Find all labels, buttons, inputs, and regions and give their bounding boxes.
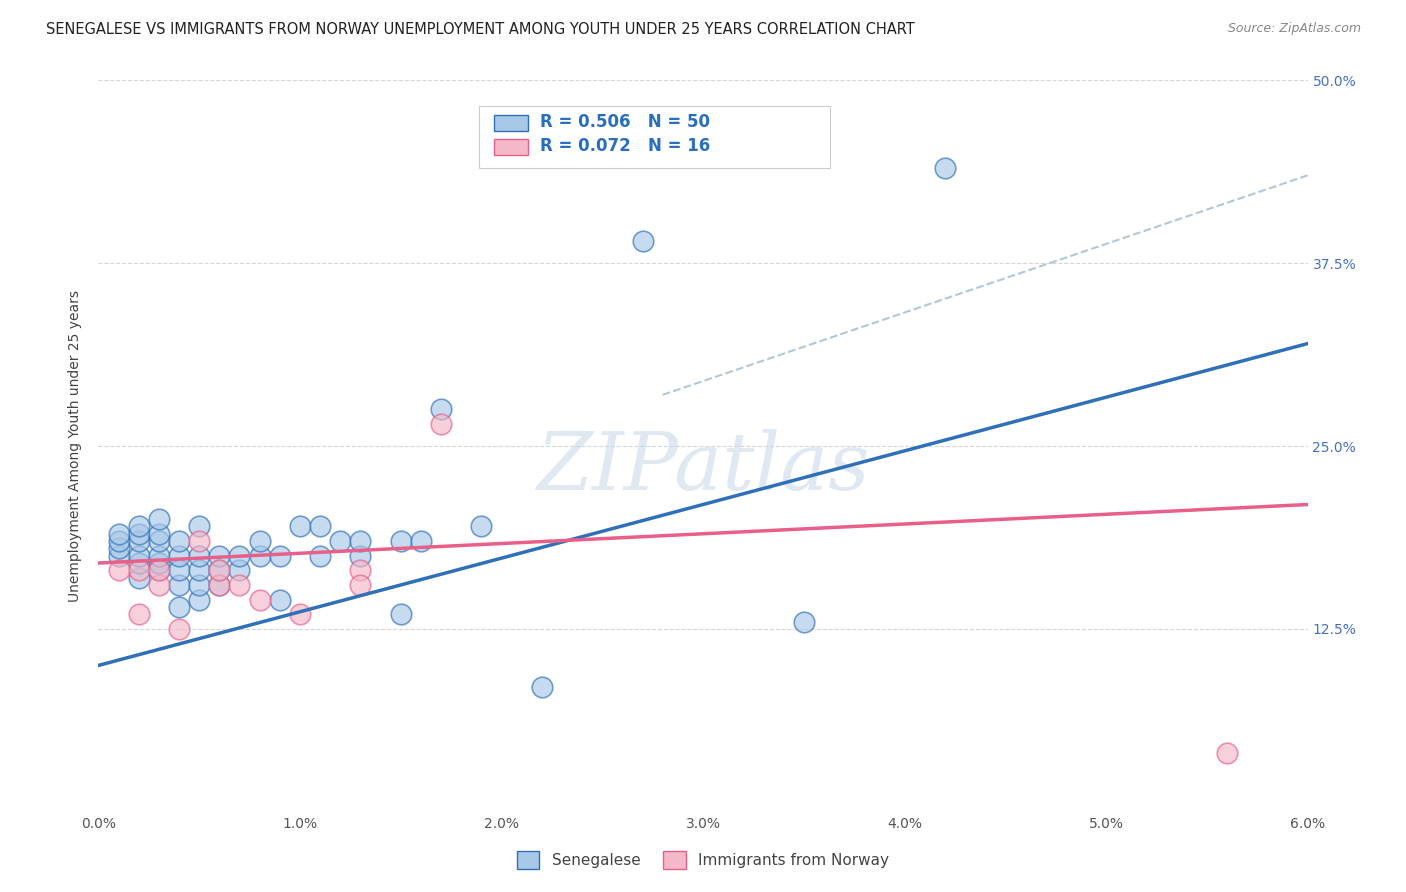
Point (470, 519, 492, 533)
Point (329, 534, 352, 549)
Point (188, 578, 211, 592)
Point (269, 549, 291, 563)
Point (107, 563, 129, 577)
Point (128, 526, 150, 541)
Point (249, 549, 271, 563)
Point (128, 519, 150, 533)
Text: Source: ZipAtlas.com: Source: ZipAtlas.com (1227, 22, 1361, 36)
Point (148, 526, 170, 541)
Point (128, 607, 150, 622)
Point (228, 549, 250, 563)
Point (148, 556, 170, 570)
Y-axis label: Unemployment Among Youth under 25 years: Unemployment Among Youth under 25 years (69, 290, 83, 602)
Point (167, 563, 190, 577)
Point (148, 512, 170, 526)
Point (228, 578, 250, 592)
Point (208, 563, 231, 577)
Point (430, 402, 453, 417)
Point (349, 549, 371, 563)
Point (107, 534, 129, 549)
Point (148, 563, 170, 577)
Point (107, 549, 129, 563)
Text: R = 0.506   N = 50: R = 0.506 N = 50 (540, 113, 710, 131)
Point (269, 592, 291, 607)
Point (167, 599, 190, 614)
Point (128, 571, 150, 585)
Point (249, 534, 271, 549)
Point (349, 578, 371, 592)
Point (409, 534, 432, 549)
Point (530, 681, 553, 695)
Point (208, 578, 231, 592)
Point (148, 563, 170, 577)
Point (389, 534, 412, 549)
Point (430, 417, 453, 431)
Point (167, 578, 190, 592)
Point (128, 549, 150, 563)
Point (128, 563, 150, 577)
FancyBboxPatch shape (494, 139, 527, 155)
Point (188, 549, 211, 563)
Point (188, 592, 211, 607)
Point (188, 519, 211, 533)
Point (309, 519, 332, 533)
Point (349, 563, 371, 577)
Text: R = 0.072   N = 16: R = 0.072 N = 16 (540, 137, 710, 155)
Text: ZIPatlas: ZIPatlas (536, 429, 870, 507)
Point (167, 622, 190, 636)
Point (148, 549, 170, 563)
Point (128, 534, 150, 549)
Point (249, 592, 271, 607)
Point (208, 578, 231, 592)
Point (1216, 746, 1239, 760)
Point (934, 161, 956, 175)
Point (389, 607, 412, 622)
Point (188, 563, 211, 577)
Point (107, 526, 129, 541)
Point (128, 556, 150, 570)
Point (107, 541, 129, 556)
FancyBboxPatch shape (494, 115, 527, 131)
Point (208, 549, 231, 563)
Point (167, 534, 190, 549)
Legend: Senegalese, Immigrants from Norway: Senegalese, Immigrants from Norway (510, 845, 896, 875)
Point (309, 549, 332, 563)
Text: SENEGALESE VS IMMIGRANTS FROM NORWAY UNEMPLOYMENT AMONG YOUTH UNDER 25 YEARS COR: SENEGALESE VS IMMIGRANTS FROM NORWAY UNE… (46, 22, 915, 37)
Point (167, 549, 190, 563)
Point (148, 534, 170, 549)
Point (288, 607, 311, 622)
Point (631, 234, 654, 248)
Point (208, 563, 231, 577)
Point (793, 615, 815, 629)
Point (148, 578, 170, 592)
FancyBboxPatch shape (479, 106, 830, 168)
Point (228, 563, 250, 577)
Point (188, 534, 211, 549)
Point (349, 534, 371, 549)
Point (288, 519, 311, 533)
